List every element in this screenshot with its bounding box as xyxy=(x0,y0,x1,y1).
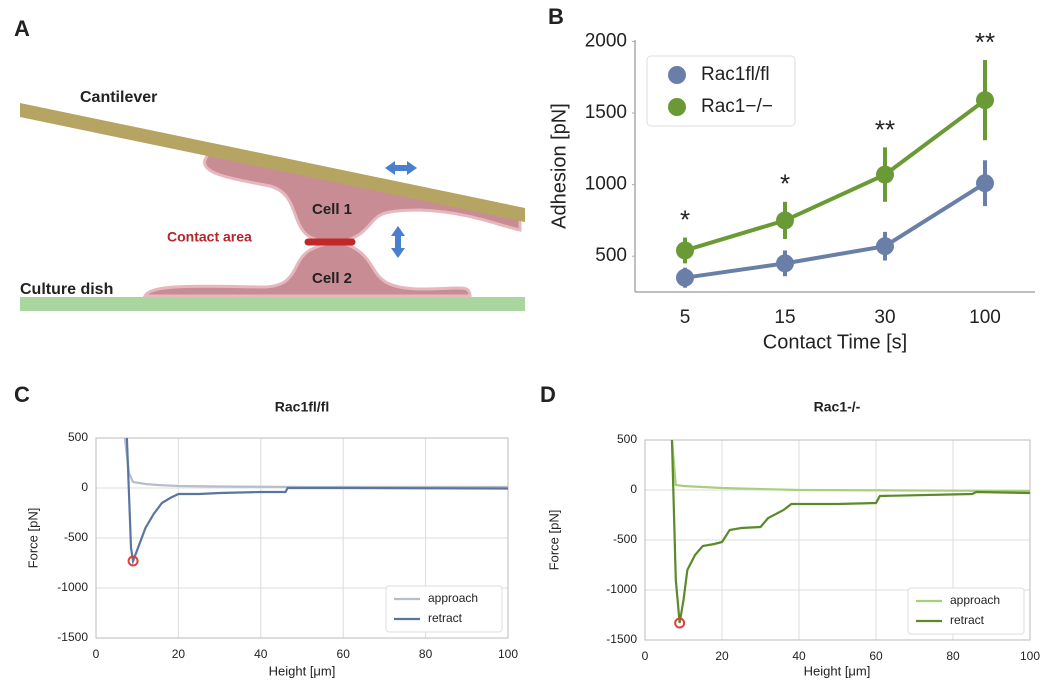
x-axis-label: Contact Time [s] xyxy=(763,331,908,353)
annotation: * xyxy=(780,169,790,199)
legend-marker xyxy=(668,98,686,116)
diagram: A Cantilever Cell 1 Contact area Cell 2 … xyxy=(14,16,525,311)
x-tick-label: 100 xyxy=(969,307,1001,328)
x-tick-label: 100 xyxy=(1020,649,1040,663)
point xyxy=(676,241,694,260)
legend-label: retract xyxy=(950,613,985,627)
point xyxy=(776,211,794,230)
x-tick-label: 80 xyxy=(419,647,433,661)
legend-box xyxy=(907,587,1025,635)
x-tick-label: 40 xyxy=(792,649,806,663)
y-tick-label: 1500 xyxy=(585,102,627,123)
x-tick-label: 15 xyxy=(774,307,795,328)
min-marker xyxy=(674,617,686,629)
x-tick-label: 60 xyxy=(337,647,351,661)
x-axis-label: Height [μm] xyxy=(269,663,336,678)
y-tick-label: 500 xyxy=(68,430,88,444)
y-tick-label: 2000 xyxy=(585,30,627,51)
y-axis-label: Force [pN] xyxy=(25,508,40,569)
y-tick-label: -1000 xyxy=(606,582,637,596)
y-tick-label: 0 xyxy=(81,480,88,494)
x-tick-label: 100 xyxy=(498,647,518,661)
panel-label: C xyxy=(14,382,30,407)
x-tick-label: 40 xyxy=(254,647,268,661)
min-marker xyxy=(127,555,139,567)
arrow-v xyxy=(391,226,405,258)
plot-frame xyxy=(95,437,509,639)
plot-frame xyxy=(644,439,1031,641)
panel-label: D xyxy=(540,382,556,407)
point xyxy=(776,254,794,273)
series-line xyxy=(670,439,1031,624)
y-tick-label: -500 xyxy=(613,532,637,546)
y-axis-label: Force [pN] xyxy=(546,510,561,571)
label: Contact area xyxy=(167,229,252,245)
legend-label: approach xyxy=(428,591,478,605)
annotation: ** xyxy=(875,114,895,144)
y-axis-label: Adhesion [pN] xyxy=(548,103,570,229)
series-line xyxy=(670,439,1031,493)
legend-box xyxy=(385,585,503,633)
series-line xyxy=(123,437,508,489)
chart-title: Rac1fl/fl xyxy=(275,399,329,415)
legend-label: retract xyxy=(428,611,463,625)
y-tick-label: -1000 xyxy=(57,580,88,594)
dish xyxy=(20,297,525,311)
cell-2 xyxy=(142,241,472,298)
label: Cell 2 xyxy=(312,270,352,287)
x-tick-label: 20 xyxy=(715,649,729,663)
legend-label: Rac1fl/fl xyxy=(701,64,770,85)
y-tick-label: 500 xyxy=(595,245,627,266)
series-line xyxy=(125,437,509,566)
point xyxy=(676,268,694,287)
annotation: ** xyxy=(975,27,995,57)
annotation: * xyxy=(680,204,690,234)
x-tick-label: 80 xyxy=(946,649,960,663)
x-tick-label: 20 xyxy=(172,647,186,661)
cantilever xyxy=(20,103,525,222)
x-tick-label: 60 xyxy=(869,649,883,663)
x-tick-label: 0 xyxy=(93,647,100,661)
point xyxy=(976,91,994,110)
x-axis-label: Height [μm] xyxy=(804,663,871,678)
x-tick-label: 30 xyxy=(874,307,895,328)
legend-marker xyxy=(668,66,686,84)
y-tick-label: 500 xyxy=(617,432,637,446)
x-tick-label: 0 xyxy=(642,649,649,663)
arrow-h xyxy=(385,161,417,175)
label: Culture dish xyxy=(20,281,113,298)
label: Cell 1 xyxy=(312,201,352,218)
y-tick-label: -1500 xyxy=(606,632,637,646)
point xyxy=(876,237,894,256)
point xyxy=(876,165,894,184)
y-tick-label: 1000 xyxy=(585,174,627,195)
y-tick-label: 0 xyxy=(630,482,637,496)
series-line xyxy=(684,98,987,253)
y-tick-label: -1500 xyxy=(57,630,88,644)
legend-label: Rac1−/− xyxy=(701,96,773,117)
y-tick-label: -500 xyxy=(64,530,88,544)
x-tick-label: 5 xyxy=(680,307,691,328)
chart-title: Rac1-/- xyxy=(814,399,861,415)
panel-label: A xyxy=(14,16,30,41)
legend-label: approach xyxy=(950,593,1000,607)
panel-label: B xyxy=(548,4,564,29)
point xyxy=(976,174,994,193)
label: Cantilever xyxy=(80,89,157,106)
series-line xyxy=(684,181,987,280)
